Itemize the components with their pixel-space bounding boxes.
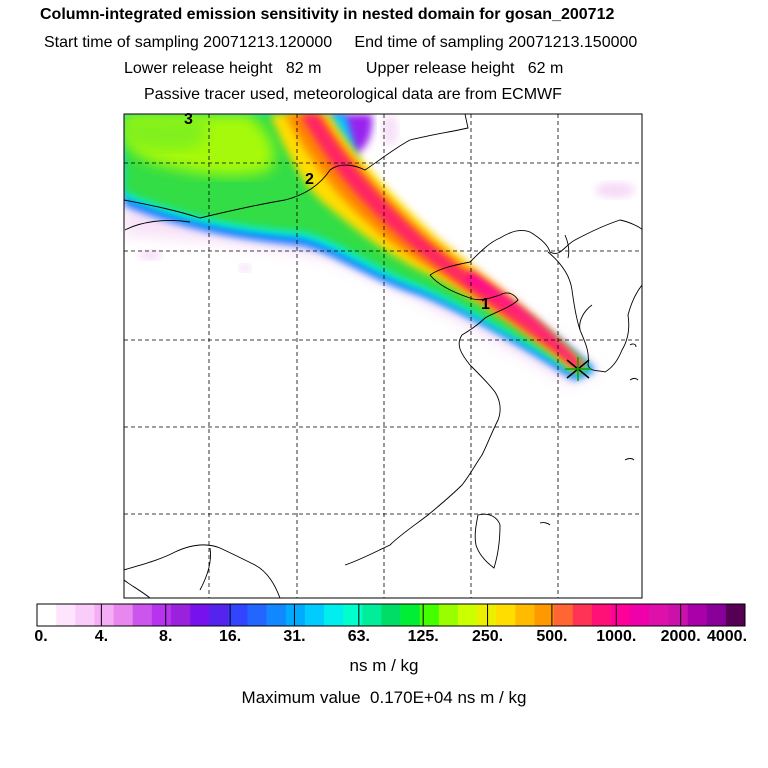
colorbar-swatch <box>553 604 574 626</box>
colorbar-swatch <box>37 604 57 626</box>
colorbar-swatch <box>151 604 172 626</box>
receptor-star-marker <box>565 357 591 381</box>
colorbar-swatch <box>266 604 287 626</box>
colorbar-tick-label: 31. <box>283 628 306 645</box>
colorbar-swatch <box>515 604 535 626</box>
sampling-times: Start time of sampling 20071213.120000 E… <box>44 34 638 51</box>
colorbar-swatch <box>304 604 325 626</box>
colorbar-swatch <box>419 604 440 626</box>
colorbar-tick-label: 16. <box>218 628 242 645</box>
colorbar-swatch <box>56 604 76 626</box>
colorbar-tick-label: 4000. <box>706 628 748 645</box>
colorbar-tick-label: 63. <box>347 628 370 645</box>
colorbar-swatch <box>400 604 421 626</box>
colorbar-swatch <box>630 604 650 626</box>
colorbar-tick-label: 2000. <box>660 628 701 645</box>
colorbar-swatch <box>534 604 554 626</box>
colorbar-swatch <box>324 604 344 626</box>
plume-field <box>124 114 635 385</box>
cluster-label-2: 2 <box>305 171 314 188</box>
colorbar-swatch <box>75 604 95 626</box>
colorbar-swatch <box>113 604 133 626</box>
colorbar-tick-label: 1000. <box>596 628 637 645</box>
colorbar-swatch <box>457 604 478 626</box>
colorbar-swatch <box>438 604 459 626</box>
colorbar-frame <box>36 603 746 627</box>
colorbar-swatch <box>94 604 114 626</box>
colorbar-swatch <box>343 604 363 626</box>
colorbar-swatch <box>228 604 248 626</box>
tracer-info: Passive tracer used, meteorological data… <box>144 86 562 103</box>
colorbar-tick-label: 250. <box>471 628 504 645</box>
colorbar <box>36 603 746 627</box>
colorbar-swatch <box>668 604 688 626</box>
colorbar-swatch <box>687 604 708 626</box>
release-heights: Lower release height 82 m Upper release … <box>124 60 564 77</box>
colorbar-swatch <box>591 604 612 626</box>
colorbar-swatch <box>572 604 593 626</box>
colorbar-swatch <box>132 604 153 626</box>
colorbar-swatch <box>247 604 267 626</box>
colorbar-swatch <box>477 604 497 626</box>
colorbar-swatch <box>170 604 191 626</box>
colorbar-swatch <box>381 604 401 626</box>
colorbar-tick-label: 500. <box>536 628 568 645</box>
colorbar-tick-label: 8. <box>159 628 173 645</box>
colorbar-swatch <box>649 604 669 626</box>
colorbar-tick-label: 4. <box>94 628 109 645</box>
colorbar-swatch <box>285 604 306 626</box>
colorbar-units: ns m / kg <box>349 656 419 675</box>
colorbar-tick-label: 125. <box>407 628 439 645</box>
colorbar-swatch <box>362 604 382 626</box>
coastlines <box>124 114 642 598</box>
colorbar-swatch <box>496 604 516 626</box>
cluster-label-1: 1 <box>481 296 490 313</box>
colorbar-swatch <box>611 604 631 626</box>
colorbar-tick-label: 0. <box>34 628 48 645</box>
map-frame <box>123 113 643 599</box>
colorbar-swatch <box>209 604 229 626</box>
cluster-label-3: 3 <box>184 111 193 128</box>
colorbar-swatch <box>706 604 727 626</box>
maximum-value: Maximum value 0.170E+04 ns m / kg <box>241 688 527 707</box>
colorbar-swatch <box>190 604 210 626</box>
colorbar-swatch <box>725 604 746 626</box>
plot-title: Column-integrated emission sensitivity i… <box>40 6 615 23</box>
lat-lon-grid <box>124 114 642 598</box>
